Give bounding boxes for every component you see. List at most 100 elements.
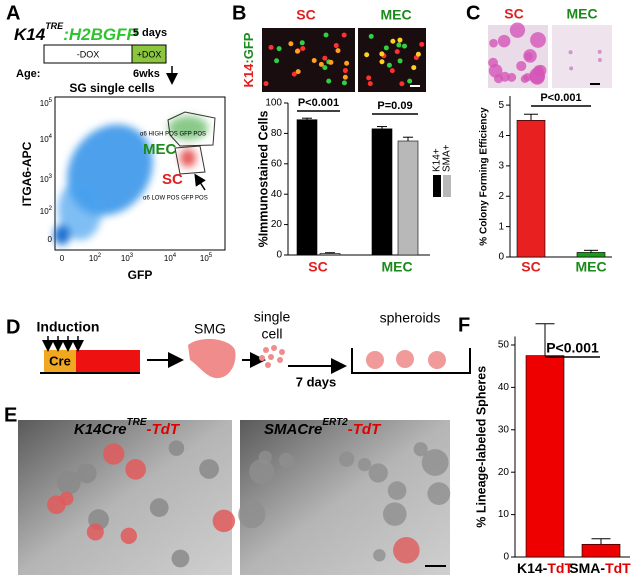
flow-title: SG single cells [69, 81, 155, 95]
y-tick-label: 0 [276, 250, 282, 261]
reporter: :H2BGFP [63, 25, 138, 44]
colony [535, 64, 547, 77]
tick-label: 105 [200, 253, 213, 264]
tick-exponent: 3 [130, 253, 134, 259]
annotation: P<0.001 [540, 92, 581, 104]
gene: K14 [14, 25, 46, 44]
colony [568, 50, 573, 55]
cell [263, 81, 269, 87]
tick-base: 10 [89, 254, 98, 263]
spheroid [199, 459, 219, 479]
y-tick-label: 100 [265, 98, 282, 109]
y-tick-label: 0 [503, 552, 509, 563]
tick-label: 0 [60, 254, 65, 263]
cell [364, 52, 370, 58]
tick-exponent: 4 [49, 134, 53, 140]
panel-b-images: SC MEC K14:GFP [241, 7, 426, 92]
annotation: P<0.001 [546, 340, 599, 356]
y-tick-label: 80 [271, 128, 283, 139]
y-tick-label: 4 [498, 130, 504, 141]
colony [489, 38, 498, 48]
cell [344, 60, 350, 66]
x-tick-label: SMA-TdT [569, 560, 631, 576]
colony [524, 52, 533, 61]
spheroid [421, 449, 449, 476]
error-bar [325, 252, 335, 254]
cell [401, 43, 407, 49]
error-bar [535, 323, 555, 356]
stain-label: K14:GFP [241, 32, 256, 87]
image-title: K14CreTRE-TdT [74, 417, 181, 438]
cre: Cre [49, 353, 71, 368]
spheroid [368, 463, 388, 483]
tick-label: 104 [164, 253, 177, 264]
panel-a: K14TRE:H2BGFP 5 days -DOX +DOX Age: 6wks… [14, 21, 226, 282]
panel-label: B [232, 2, 246, 24]
tick-base: 10 [40, 207, 49, 216]
image-title: SMACreERT2-TdT [264, 417, 382, 438]
legend-label: K14+ [432, 148, 443, 172]
cell [342, 68, 348, 74]
bar [371, 128, 393, 256]
bar [576, 252, 606, 258]
panel-c-images: SC MEC [488, 6, 612, 88]
y-tick-label: 10 [498, 509, 510, 520]
superscript: TRE [45, 21, 64, 31]
cell [295, 69, 301, 75]
tick-label: 0 [48, 235, 53, 244]
cell [397, 58, 403, 64]
cell [386, 62, 392, 68]
spheroid [59, 491, 74, 506]
mec-gate [167, 111, 216, 147]
y-tick-label: 50 [498, 340, 510, 351]
cell [383, 45, 389, 51]
tick-exponent: 2 [49, 206, 53, 212]
spheroid [76, 463, 97, 484]
cell [379, 59, 385, 65]
image-label: MEC [566, 6, 597, 22]
colony [569, 66, 574, 71]
cells [263, 32, 425, 87]
cell [390, 38, 396, 44]
age: 6wks [133, 68, 160, 80]
spheroids [47, 440, 451, 568]
spheroid [427, 482, 451, 505]
colony [597, 49, 602, 54]
label-part: SMA- [569, 560, 605, 576]
tick-base: 10 [40, 135, 49, 144]
colony [516, 60, 527, 72]
cell [342, 74, 348, 80]
panel-label: C [466, 2, 480, 24]
error-bar [377, 126, 387, 129]
tick-base: 10 [121, 254, 130, 263]
cell [326, 78, 332, 84]
gland-icon [188, 338, 236, 379]
sc-gate [174, 145, 206, 175]
cell [366, 75, 372, 81]
x-tick-label: SC [521, 259, 540, 275]
y-axis-label: %Immunostained Cells [256, 111, 270, 248]
cell [379, 51, 385, 57]
spheroid [149, 498, 169, 517]
legend-swatch [433, 175, 441, 197]
cell [407, 78, 413, 84]
cell [323, 32, 329, 38]
cell [397, 37, 403, 43]
spheroid [393, 536, 420, 564]
spheroid [86, 523, 104, 541]
gene: K14Cre [74, 421, 127, 438]
superscript: ERT2 [322, 417, 348, 428]
spheroid [413, 442, 428, 457]
legend-swatch [443, 175, 451, 197]
tick-label: 102 [40, 206, 53, 217]
error-bar [584, 249, 598, 253]
cell [328, 59, 334, 65]
label-part: K14- [517, 560, 548, 576]
error-bar [403, 136, 413, 141]
well [351, 348, 471, 374]
image-label: SC [504, 6, 523, 22]
cell [389, 68, 395, 74]
cell [411, 65, 417, 71]
cell [274, 58, 280, 64]
